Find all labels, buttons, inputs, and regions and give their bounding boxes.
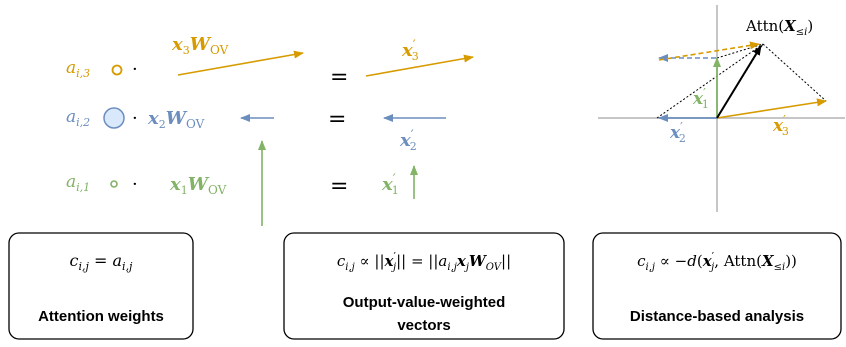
- equals-1: =: [330, 174, 348, 199]
- label-x1-prime: x′ 1: [692, 86, 709, 111]
- vector-x1-wov: x1WOV: [169, 174, 227, 197]
- dot-1: ·: [132, 174, 138, 195]
- result-x2-prime: x′ 2: [399, 128, 417, 153]
- arrow-x3-prime: [365, 54, 474, 77]
- formula-output-value-weighted: ci,j ∝ ||x′ j|| = ||ai,jxjWOV||: [337, 250, 511, 273]
- dot-3: ·: [132, 59, 138, 80]
- equals-3: =: [330, 65, 348, 90]
- vector-x3-wov: x3WOV: [171, 34, 229, 57]
- dotted-line-x3: [762, 43, 827, 102]
- attn-label: Attn(X≤i): [745, 17, 813, 38]
- weight-circle-3: [111, 64, 123, 76]
- weight-circle-2: [103, 107, 125, 129]
- label-x3-prime: x′ 3: [772, 113, 789, 138]
- box-distance-based: ci,j ∝ −d(x′ j, Attn(X≤i)) Distance-based…: [592, 232, 842, 340]
- dot-2: ·: [132, 108, 138, 129]
- box-output-value-weighted: ci,j ∝ ||x′ j|| = ||ai,jxjWOV|| Output-va…: [283, 232, 565, 340]
- row-2: ai,2 · x2WOV = x′ 2: [66, 107, 446, 153]
- dotted-line-x2: [656, 43, 764, 119]
- formula-attention-weights: ci,j = ai,j: [70, 251, 134, 273]
- formula-distance-based: ci,j ∝ −d(x′ j, Attn(X≤i)): [637, 250, 797, 273]
- label-x2-prime: x′ 2: [669, 120, 686, 145]
- box-attention-weights: ci,j = ai,j Attention weights: [8, 232, 194, 340]
- title-attention-weights: Attention weights: [38, 308, 164, 325]
- vector-plot: Attn(X≤i) x′ 1 x′ 2 x′ 3: [598, 5, 845, 212]
- weight-circle-1: [110, 180, 118, 188]
- equals-2: =: [328, 107, 346, 132]
- vector-attn: [716, 45, 762, 119]
- vector-x2-wov: x2WOV: [147, 108, 205, 131]
- title-output-value-weighted-line2: vectors: [397, 317, 450, 334]
- title-distance-based: Distance-based analysis: [630, 308, 804, 325]
- vector-x3: [716, 98, 827, 119]
- title-output-value-weighted: Output-value-weighted: [343, 294, 506, 311]
- row-3: ai,3 · x3WOV = x′ 3: [66, 34, 474, 90]
- result-x1-prime: x′ 1: [381, 172, 399, 197]
- weight-a3: ai,3: [66, 58, 90, 80]
- dashed-x3-shifted: [658, 41, 760, 61]
- row-1: ai,1 · x1WOV = x′ 1: [66, 140, 418, 226]
- weight-a1: ai,1: [66, 172, 90, 194]
- result-x3-prime: x′ 3: [401, 38, 419, 63]
- arrow-x3-wov: [177, 50, 304, 76]
- weight-a2: ai,2: [66, 107, 90, 129]
